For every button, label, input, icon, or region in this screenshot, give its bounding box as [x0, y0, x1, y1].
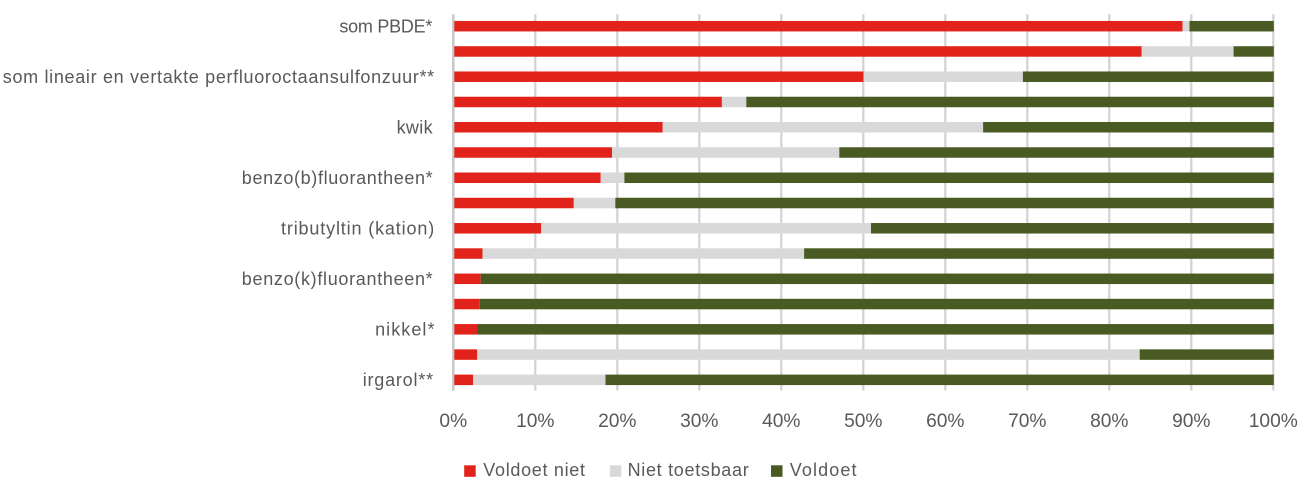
svg-text:60%: 60%: [926, 411, 964, 432]
svg-text:80%: 80%: [1090, 411, 1128, 432]
svg-text:10%: 10%: [516, 411, 554, 432]
svg-text:100%: 100%: [1249, 411, 1298, 432]
svg-text:tributyltin (kation): tributyltin (kation): [281, 219, 434, 239]
svg-text:Niet toetsbaar: Niet toetsbaar: [628, 460, 749, 480]
svg-text:50%: 50%: [844, 411, 882, 432]
svg-text:0%: 0%: [439, 411, 467, 432]
svg-text:Voldoet: Voldoet: [790, 460, 857, 480]
svg-text:kwik: kwik: [397, 118, 434, 138]
svg-text:benzo(k)fluorantheen*: benzo(k)fluorantheen*: [242, 269, 433, 289]
svg-text:benzo(b)fluorantheen*: benzo(b)fluorantheen*: [242, 168, 433, 188]
svg-text:70%: 70%: [1008, 411, 1046, 432]
svg-text:Voldoet niet: Voldoet niet: [483, 460, 585, 480]
svg-text:irgarol**: irgarol**: [363, 370, 433, 390]
svg-text:som PBDE*: som PBDE*: [339, 17, 432, 37]
svg-text:nikkel*: nikkel*: [375, 320, 434, 340]
svg-text:som lineair en vertakte perflu: som lineair en vertakte perfluoroctaansu…: [3, 67, 434, 87]
svg-text:40%: 40%: [762, 411, 800, 432]
svg-text:20%: 20%: [598, 411, 636, 432]
svg-text:90%: 90%: [1172, 411, 1210, 432]
svg-text:30%: 30%: [680, 411, 718, 432]
